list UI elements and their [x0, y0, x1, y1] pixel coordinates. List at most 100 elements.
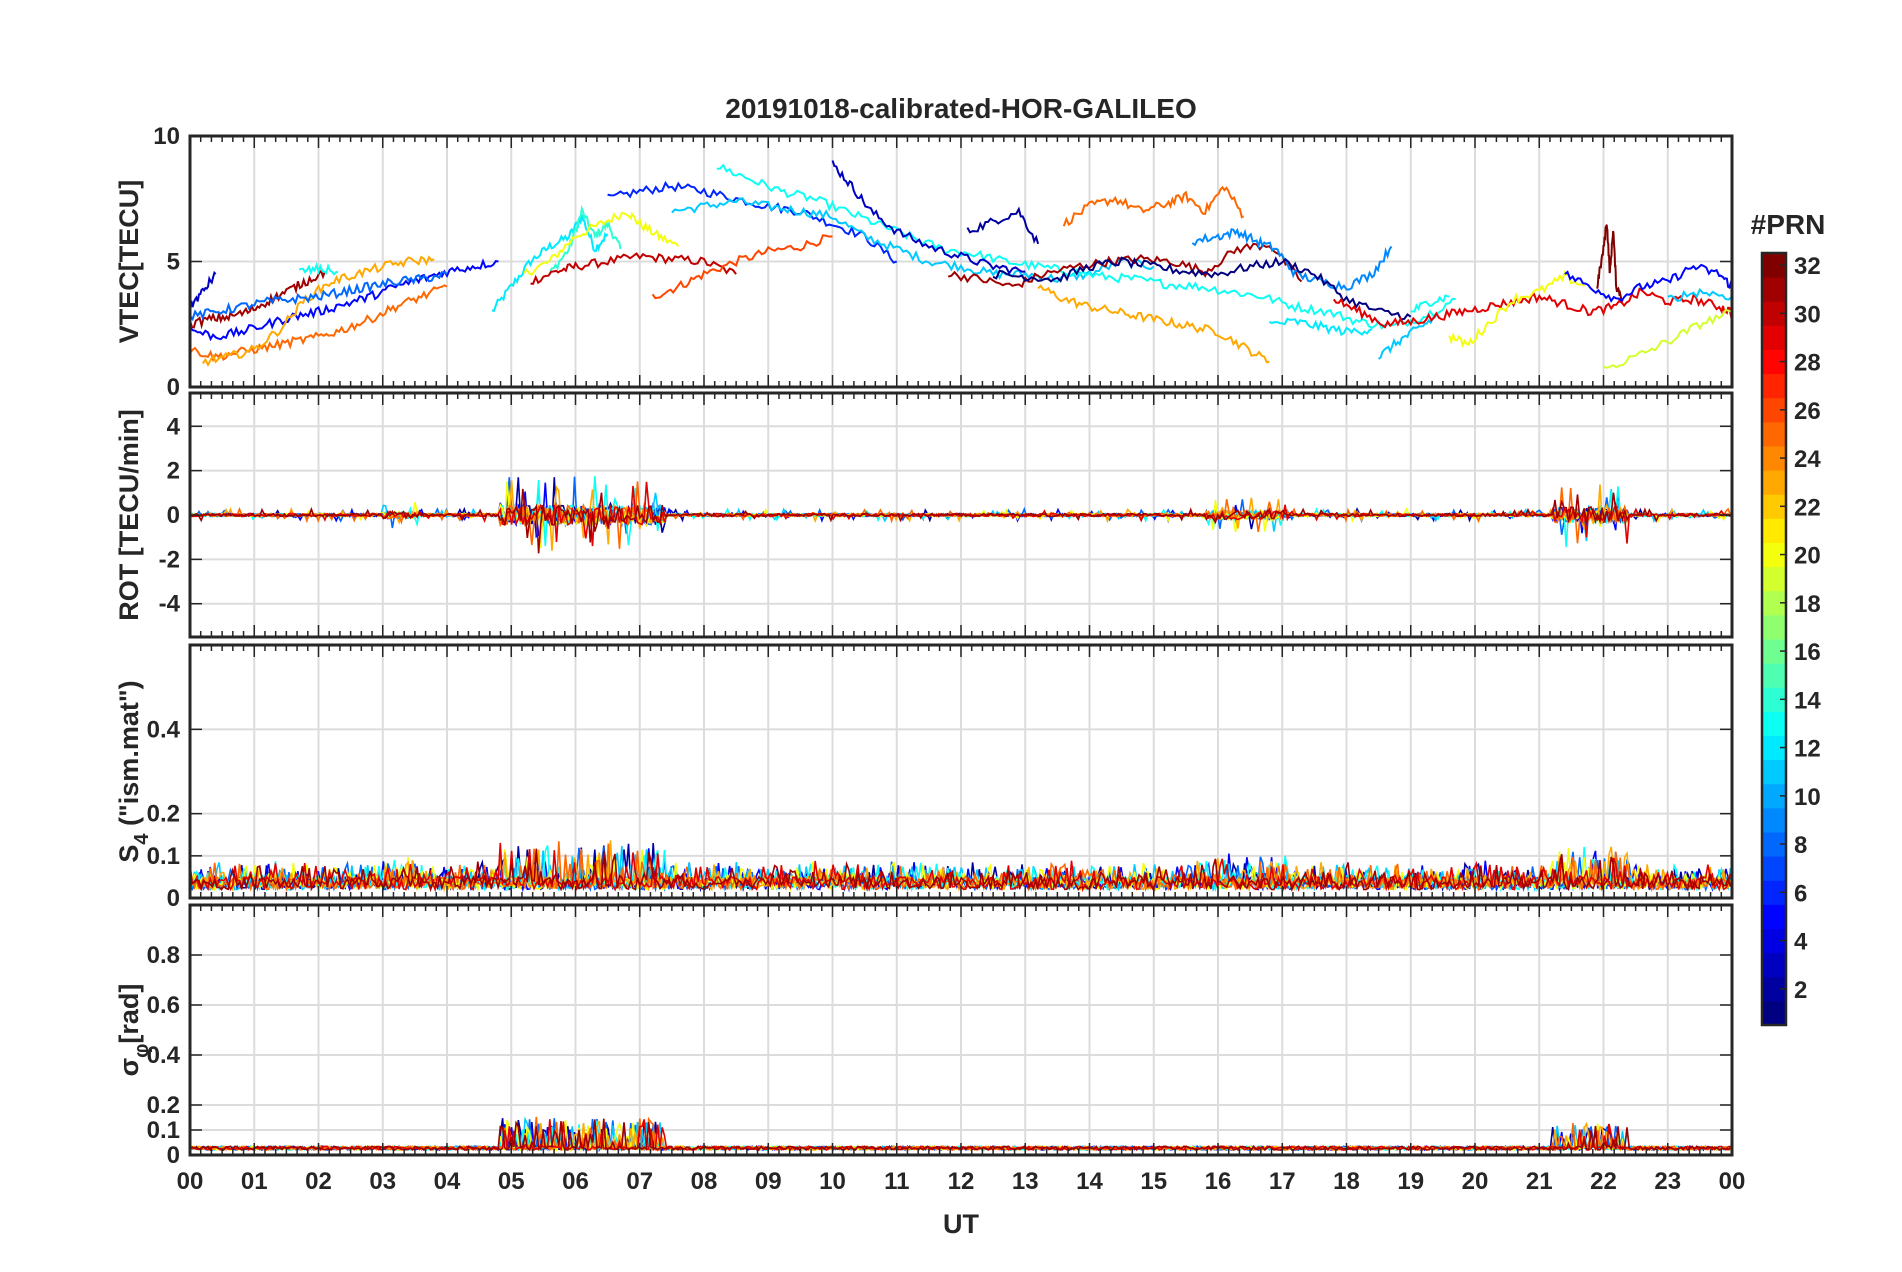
colorbar-tick-label: 2 — [1794, 977, 1807, 1004]
y-tick-label: 5 — [167, 249, 180, 276]
y-tick-label: 0 — [167, 374, 180, 401]
y-tick-label: 0 — [167, 885, 180, 912]
colorbar-tick-label: 24 — [1794, 446, 1821, 473]
colorbar-segment — [1762, 566, 1786, 592]
y-axis-label: σφ[rad] — [114, 984, 153, 1077]
vtec-series-line — [189, 271, 448, 322]
x-tick-label: 13 — [1012, 1168, 1039, 1195]
x-tick-label: 03 — [369, 1168, 396, 1195]
colorbar-segment — [1762, 1000, 1786, 1026]
colorbar-tick-label: 26 — [1794, 398, 1821, 425]
y-axis-label: ROT [TECU/min] — [114, 409, 144, 620]
vtec-series-line — [548, 204, 622, 275]
x-tick-label: 21 — [1526, 1168, 1553, 1195]
vtec-series-line — [530, 252, 737, 285]
y-tick-label: 0.4 — [147, 1042, 181, 1069]
y-tick-label: 0.8 — [147, 942, 180, 969]
colorbar-segment — [1762, 759, 1786, 785]
series-line — [189, 842, 1732, 893]
vtec-series-line — [1596, 223, 1624, 303]
colorbar-tick-label: 16 — [1794, 639, 1821, 666]
colorbar-segment — [1762, 614, 1786, 640]
x-tick-label: 01 — [241, 1168, 268, 1195]
series-line — [189, 488, 1731, 554]
colorbar-segment — [1762, 518, 1786, 543]
chart-title: 20191018-calibrated-HOR-GALILEO — [725, 93, 1197, 124]
x-tick-label: 09 — [755, 1168, 782, 1195]
colorbar-tick-label: 14 — [1794, 687, 1821, 714]
x-tick-label: 02 — [305, 1168, 332, 1195]
colorbar-tick-label: 6 — [1794, 880, 1807, 907]
vtec-series-line — [1603, 308, 1733, 369]
x-tick-label: 17 — [1269, 1168, 1296, 1195]
colorbar-segment — [1762, 856, 1786, 881]
colorbar-tick-label: 4 — [1794, 929, 1808, 956]
vtec-series-line — [1667, 287, 1733, 302]
vtec-series-line — [1062, 185, 1245, 227]
panel-3-data — [189, 840, 1732, 893]
vtec-series-line — [189, 270, 217, 308]
series-line — [189, 848, 1732, 893]
colorbar-tick-label: 28 — [1794, 350, 1821, 377]
colorbar-tick-label: 30 — [1794, 301, 1821, 328]
vtec-series-line — [189, 269, 326, 330]
y-tick-label: 10 — [153, 123, 180, 150]
vtec-series-line — [831, 160, 1026, 276]
x-tick-label: 00 — [177, 1168, 204, 1195]
vtec-series-line — [1332, 287, 1733, 329]
colorbar-tick-label: 10 — [1794, 784, 1821, 811]
vtec-series-line — [298, 262, 339, 276]
colorbar-tick-label: 22 — [1794, 494, 1821, 521]
vtec-series-line — [1269, 317, 1373, 337]
vtec-series-line — [1037, 284, 1270, 364]
x-tick-label: 12 — [948, 1168, 975, 1195]
y-tick-label: 0.1 — [147, 1117, 180, 1144]
panel-2: -4 -2 0 2 4 ROT [TECU/min] — [114, 391, 1734, 639]
colorbar-segment — [1762, 470, 1786, 495]
y-tick-label: 0.4 — [147, 716, 181, 743]
x-tick-label: 00 — [1719, 1168, 1746, 1195]
colorbar-segment — [1762, 277, 1786, 302]
x-tick-label: 20 — [1462, 1168, 1489, 1195]
vtec-series-line — [491, 214, 609, 313]
colorbar-tick-label: 8 — [1794, 832, 1807, 859]
vtec-series-line — [201, 255, 435, 367]
vtec-series-line — [1378, 315, 1437, 360]
colorbar-segment — [1762, 325, 1786, 350]
x-tick-label: 07 — [626, 1168, 653, 1195]
panel-1-data — [189, 160, 1733, 369]
x-tick-label: 19 — [1397, 1168, 1424, 1195]
panel-3: 00.10.20.4S4 ("ism.mat") — [114, 643, 1734, 912]
colorbar-segment — [1762, 711, 1786, 736]
colorbar-segment — [1762, 421, 1786, 447]
x-tick-label: 05 — [498, 1168, 525, 1195]
x-tick-label: 06 — [562, 1168, 589, 1195]
colorbar-segment — [1762, 663, 1786, 688]
x-tick-label: 14 — [1076, 1168, 1103, 1195]
y-tick-label: -4 — [159, 591, 181, 618]
vtec-series-line — [189, 284, 448, 363]
colorbar-tick-label: 12 — [1794, 736, 1821, 763]
x-tick-label: 11 — [884, 1168, 909, 1195]
x-tick-label: 10 — [819, 1168, 846, 1195]
x-tick-label: 23 — [1654, 1168, 1681, 1195]
vtec-series-line — [1448, 270, 1586, 349]
colorbar-title: #PRN — [1751, 209, 1826, 240]
y-tick-label: 0 — [167, 502, 180, 529]
y-tick-label: 0 — [167, 1142, 180, 1169]
vtec-series-line — [716, 163, 1456, 330]
vtec-series-line — [947, 242, 1303, 289]
y-tick-label: 0.2 — [147, 1092, 180, 1119]
colorbar-frame — [1760, 251, 1788, 1027]
y-tick-label: -2 — [159, 546, 180, 573]
vtec-series-line — [523, 211, 680, 276]
x-tick-label: 08 — [691, 1168, 718, 1195]
colorbar-segment — [1762, 904, 1786, 929]
colorbar-tick-label: 18 — [1794, 591, 1821, 618]
y-tick-label: 0.2 — [147, 801, 180, 828]
vtec-series-line — [992, 256, 1412, 321]
x-tick-label: 18 — [1333, 1168, 1360, 1195]
